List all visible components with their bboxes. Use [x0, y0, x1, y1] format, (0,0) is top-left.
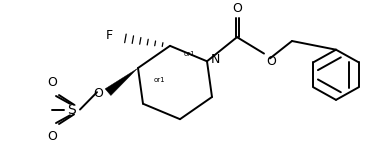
Text: O: O [266, 55, 276, 69]
Text: O: O [47, 76, 57, 89]
Text: or1: or1 [184, 51, 196, 57]
Text: O: O [47, 130, 57, 143]
Text: F: F [106, 29, 113, 42]
Text: or1: or1 [154, 77, 166, 83]
Text: N: N [211, 53, 220, 66]
Text: S: S [68, 103, 76, 117]
Text: O: O [232, 2, 242, 15]
Text: O: O [93, 87, 103, 100]
Polygon shape [105, 69, 137, 95]
